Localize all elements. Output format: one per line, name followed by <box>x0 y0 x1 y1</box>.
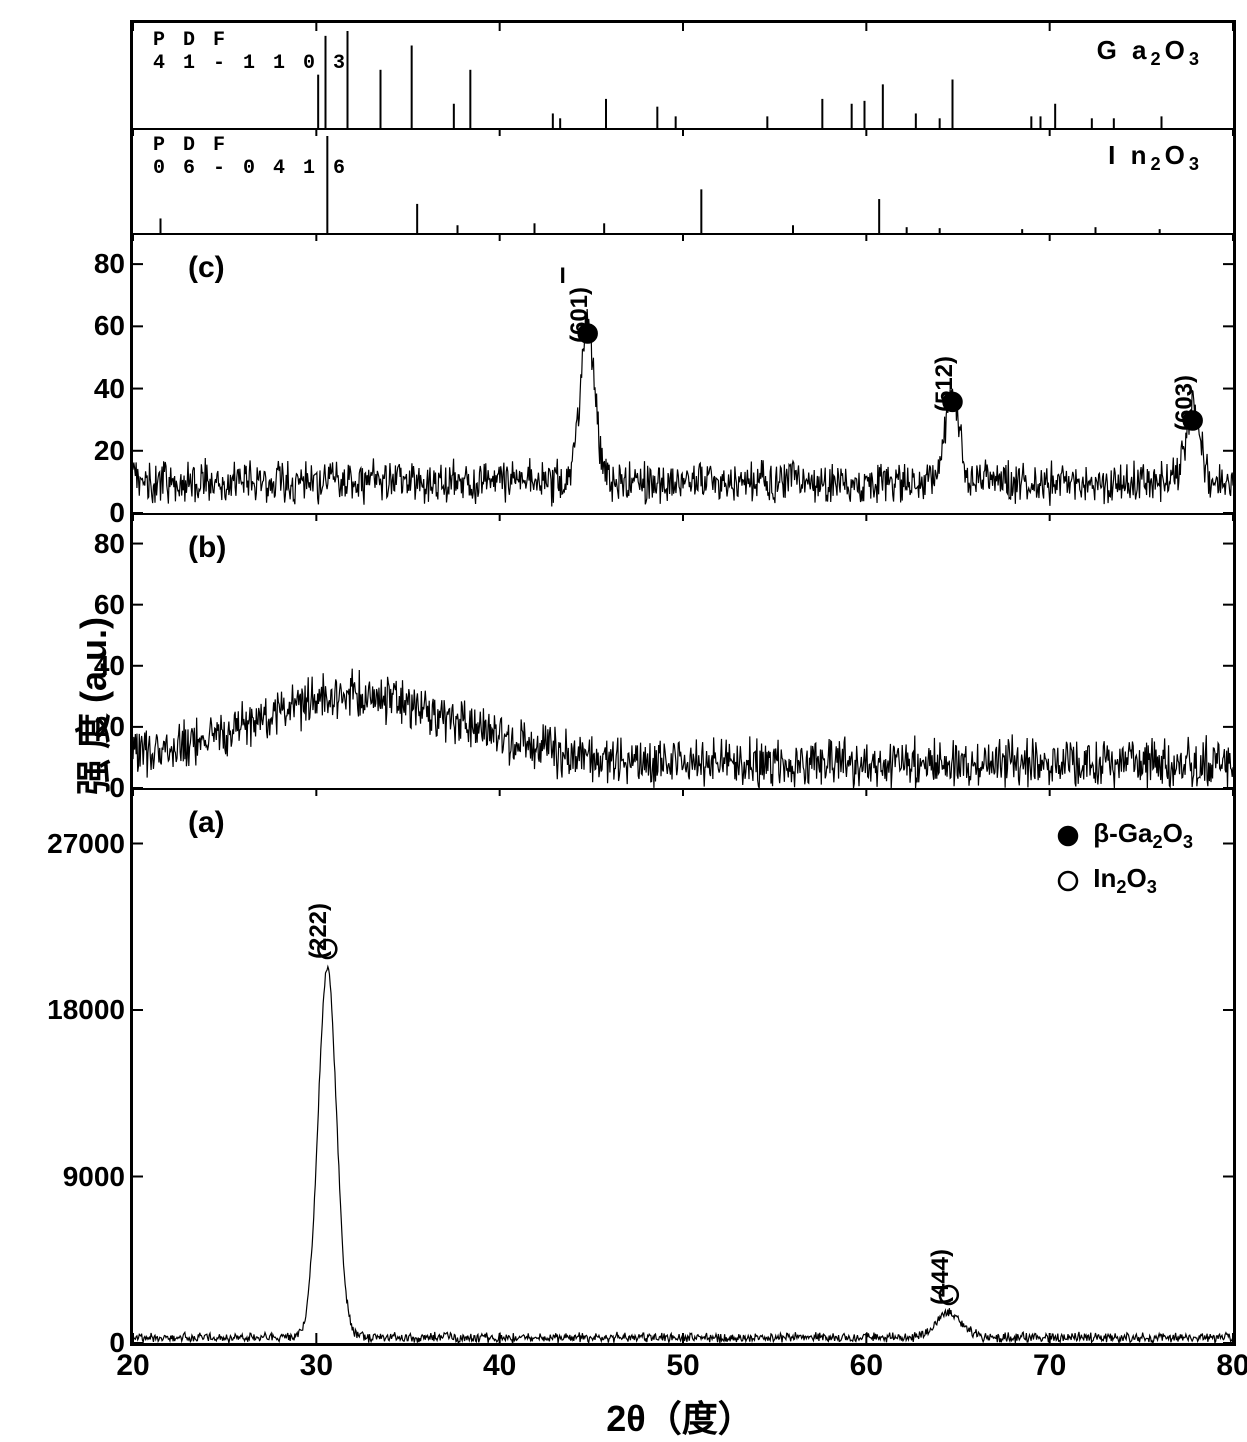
xtick-label: 30 <box>300 1343 333 1383</box>
ytick-label: 60 <box>94 310 133 342</box>
ref-panel-ref1: P D F4 1 - 1 1 0 3 G a2O3 <box>133 23 1233 130</box>
compound-label: I n2O3 <box>1108 140 1203 175</box>
ytick-label: 0 <box>109 497 133 529</box>
ytick-label: 60 <box>94 589 133 621</box>
data-panel-c: 020406080(c)(601)I(512)(603) <box>133 233 1233 515</box>
compound-label: G a2O3 <box>1097 35 1203 70</box>
ytick-label: 0 <box>109 772 133 804</box>
ref-panel-ref2: P D F0 6 - 0 4 1 6 I n2O3 <box>133 128 1233 235</box>
xtick-label: 50 <box>666 1343 699 1383</box>
x-axis-title: 2θ（度） <box>130 1390 1230 1442</box>
peak-label: (603) <box>1171 375 1199 431</box>
xtick-label: 80 <box>1216 1343 1247 1383</box>
legend: β-Ga2O3 In2O3 <box>1057 818 1193 908</box>
peak-label: (222) <box>305 903 333 959</box>
pdf-label: P D F4 1 - 1 1 0 3 <box>153 29 348 75</box>
ytick-label: 18000 <box>47 994 133 1026</box>
y-axis-title: 强 度 (a.u.) <box>65 617 117 795</box>
ytick-label: 80 <box>94 248 133 280</box>
peak-label: (444) <box>927 1249 955 1305</box>
legend-item: β-Ga2O3 <box>1057 818 1193 853</box>
pdf-label: P D F0 6 - 0 4 1 6 <box>153 134 348 180</box>
ytick-label: 80 <box>94 528 133 560</box>
peak-label: (512) <box>931 356 959 412</box>
ytick-label: 40 <box>94 373 133 405</box>
ytick-label: 20 <box>94 435 133 467</box>
ytick-label: 9000 <box>63 1161 133 1193</box>
figure-frame: P D F4 1 - 1 1 0 3 G a2O3 P D F0 6 - 0 4 1… <box>130 20 1236 1346</box>
xtick-label: 20 <box>116 1343 149 1383</box>
ytick-label: 40 <box>94 650 133 682</box>
xtick-label: 40 <box>483 1343 516 1383</box>
overbar-mark: I <box>560 263 566 289</box>
xtick-label: 60 <box>850 1343 883 1383</box>
xtick-label: 70 <box>1033 1343 1066 1383</box>
data-panel-b: 020406080(b) <box>133 513 1233 790</box>
peak-label: (601) <box>566 287 594 343</box>
panel-letter: (b) <box>188 531 226 565</box>
panel-letter: (a) <box>188 806 225 840</box>
ytick-label: 20 <box>94 711 133 743</box>
data-panel-a: 09000180002700020304050607080(a)(222)(44… <box>133 788 1233 1343</box>
ytick-label: 27000 <box>47 828 133 860</box>
panel-letter: (c) <box>188 251 225 285</box>
legend-item: In2O3 <box>1057 863 1193 898</box>
